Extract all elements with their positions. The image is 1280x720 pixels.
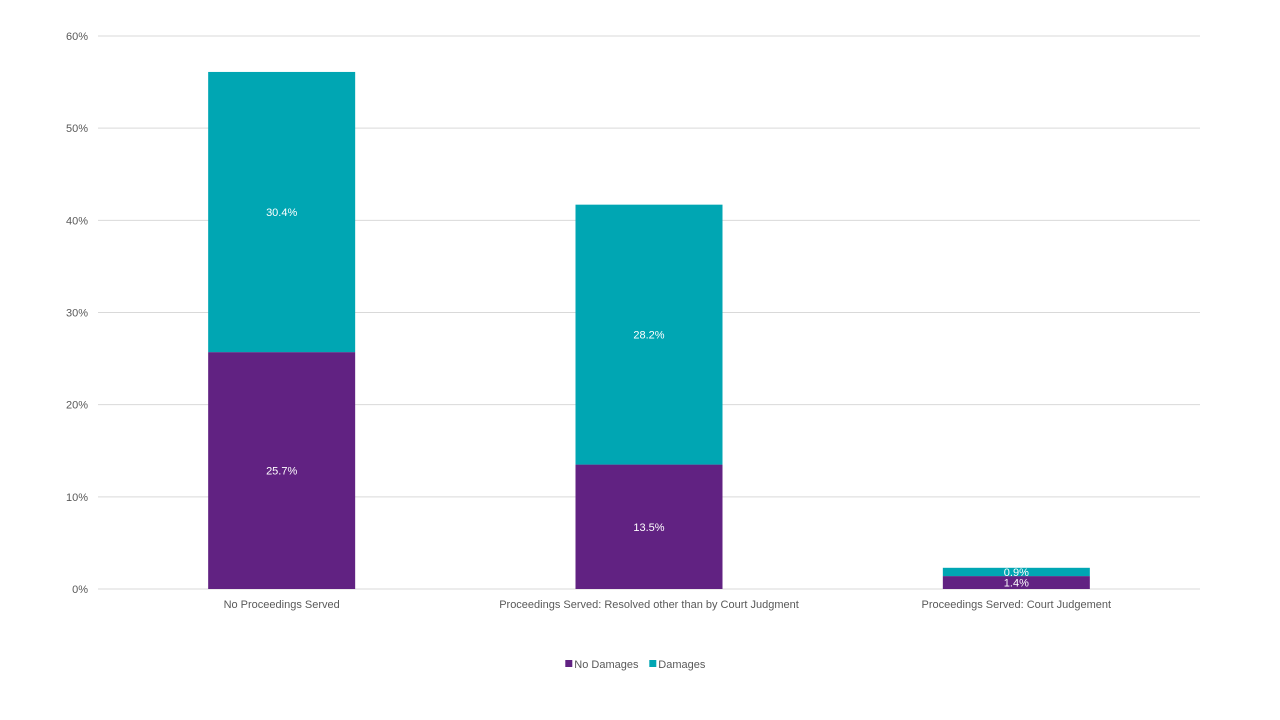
y-tick-label: 40% [66, 215, 88, 227]
bar-segment-no-damages [942, 576, 1090, 589]
x-category-label: Proceedings Served: Court Judgement [922, 599, 1112, 611]
data-label: 28.2% [633, 330, 664, 342]
legend-label: No Damages [574, 659, 639, 671]
y-tick-label: 50% [66, 123, 88, 135]
bars [208, 71, 1090, 589]
data-label: 30.4% [266, 207, 297, 219]
bar-segment-damages [575, 204, 723, 465]
y-tick-label: 0% [72, 584, 88, 596]
x-category-label: No Proceedings Served [224, 599, 340, 611]
bar-segment-damages [208, 71, 356, 353]
y-tick-label: 30% [66, 308, 88, 320]
data-label: 25.7% [266, 466, 297, 478]
y-tick-label: 10% [66, 492, 88, 504]
data-label: 13.5% [633, 522, 664, 534]
x-category-label: Proceedings Served: Resolved other than … [499, 599, 799, 611]
y-axis-ticks: 0% 10% 20% 30% 40% 50% 60% [66, 31, 88, 596]
legend-item: Damages [649, 659, 706, 671]
legend-swatch [649, 660, 657, 667]
legend-label: Damages [658, 659, 706, 671]
y-tick-label: 60% [66, 31, 88, 43]
y-tick-label: 20% [66, 400, 88, 412]
data-labels: 25.7% 30.4% 13.5% 28.2% 1.4%0.9% [266, 207, 1029, 590]
legend-swatch [565, 660, 573, 667]
legend-item: No Damages [565, 659, 639, 671]
x-axis-categories: No Proceedings Served Proceedings Served:… [224, 599, 1112, 611]
legend: No Damages Damages [565, 659, 706, 671]
data-label: 1.4% [1004, 578, 1029, 590]
bar-segment-damages [942, 567, 1090, 577]
bar-segment-no-damages [575, 464, 723, 589]
data-label: 0.9% [1004, 567, 1029, 579]
bar-segment-no-damages [208, 352, 356, 589]
